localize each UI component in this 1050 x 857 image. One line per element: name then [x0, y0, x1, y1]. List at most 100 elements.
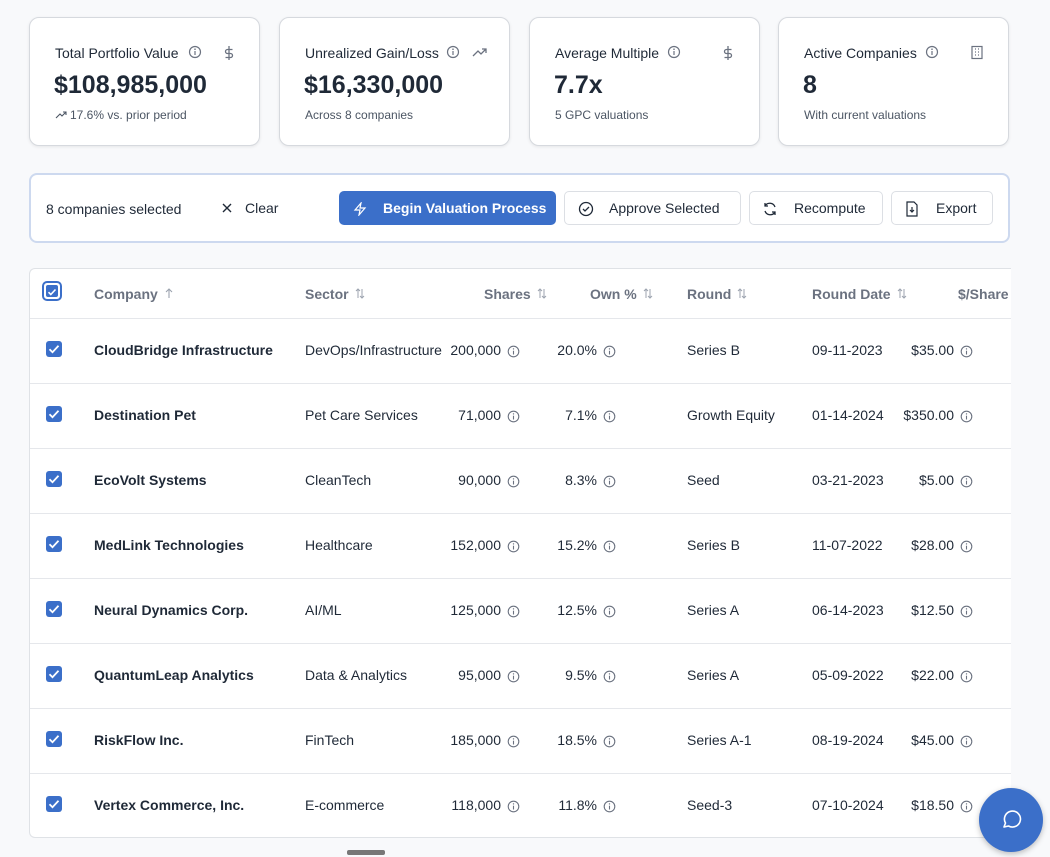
table-cell: $28.00: [911, 537, 954, 553]
table-cell: 118,000: [451, 797, 501, 813]
info-icon: [603, 735, 616, 748]
sort-icon: [537, 288, 547, 299]
table-cell: 12.5%: [557, 602, 597, 618]
info-icon: [507, 800, 520, 813]
trend-icon: [472, 48, 487, 57]
check-icon: [48, 605, 60, 614]
up-icon: [165, 288, 173, 298]
table-cell: $18.50: [911, 797, 954, 813]
column-header: Company: [94, 286, 174, 302]
check-icon: [48, 735, 60, 744]
table-cell: Seed: [687, 472, 720, 488]
table-row: RiskFlow Inc. FinTech 185,000 18.5% Series A…: [30, 708, 1011, 774]
row-checkbox[interactable]: [46, 341, 62, 357]
sort-icon: [737, 288, 747, 299]
chat-icon: [1003, 810, 1022, 828]
select-all-ring: [42, 281, 62, 301]
table-cell: 125,000: [450, 602, 501, 618]
table-cell: DevOps/Infrastructure: [305, 342, 442, 358]
info-icon: [960, 605, 973, 618]
row-checkbox[interactable]: [46, 796, 62, 812]
table-cell: Neural Dynamics Corp.: [94, 602, 249, 618]
table-cell: 7.1%: [565, 407, 597, 423]
table-row: QuantumLeap Analytics Data & Analytics 95,…: [30, 643, 1011, 709]
table-cell: CleanTech: [305, 472, 372, 488]
header-label: Own %: [590, 286, 637, 302]
company-table: Company Sector Shares Own % Round Round Date $…: [29, 268, 1011, 838]
row-checkbox[interactable]: [46, 536, 62, 552]
table-row: Destination Pet Pet Care Services 71,000 7.…: [30, 383, 1011, 449]
card-note: 5 GPC valuations: [555, 108, 649, 122]
table-cell: AI/ML: [305, 602, 342, 618]
button-label: Recompute: [794, 200, 866, 216]
refresh-icon: [764, 202, 776, 216]
table-cell: $350.00: [903, 407, 954, 423]
chat-button[interactable]: [979, 788, 1043, 852]
card: Total Portfolio Value $108,985,000 17.6%…: [29, 17, 260, 146]
table-row: Neural Dynamics Corp. AI/ML 125,000 12.5% Se…: [30, 578, 1011, 644]
table-cell: 95,000: [458, 667, 501, 683]
check-icon: [48, 475, 60, 484]
table-cell: E-commerce: [305, 797, 385, 813]
info-icon: [960, 735, 973, 748]
check-icon: [48, 345, 60, 354]
table-cell: RiskFlow Inc.: [94, 732, 184, 748]
info-icon: [925, 45, 939, 59]
info-icon: [507, 735, 520, 748]
export-button[interactable]: Export: [891, 191, 993, 225]
info-icon: [603, 540, 616, 553]
info-icon: [960, 410, 973, 423]
table-cell: 01-14-2024: [812, 407, 884, 423]
column-header: Round Date: [812, 286, 907, 302]
table-cell: $45.00: [911, 732, 954, 748]
table-cell: Seed-3: [687, 797, 733, 813]
header-label: Sector: [305, 286, 349, 302]
table-cell: Series A: [687, 667, 740, 683]
header-label: Round Date: [812, 286, 891, 302]
table-cell: Pet Care Services: [305, 407, 418, 423]
table-cell: 11.8%: [558, 797, 597, 813]
row-checkbox[interactable]: [46, 666, 62, 682]
approve-button[interactable]: Approve Selected: [564, 191, 741, 225]
clear-button[interactable]: Clear: [221, 200, 278, 216]
table-cell: 20.0%: [557, 342, 597, 358]
x-icon: [222, 203, 232, 213]
check-circle-icon: [578, 201, 594, 217]
row-checkbox[interactable]: [46, 731, 62, 747]
info-icon: [507, 475, 520, 488]
table-cell: 90,000: [458, 472, 501, 488]
table-cell: Data & Analytics: [305, 667, 407, 683]
sort-icon: [643, 288, 653, 299]
info-icon: [603, 475, 616, 488]
building-icon: [971, 45, 983, 60]
row-checkbox[interactable]: [46, 406, 62, 422]
header-label: Company: [94, 286, 158, 302]
table-cell: 06-14-2023: [812, 602, 884, 618]
info-icon: [507, 605, 520, 618]
table-cell: $35.00: [911, 342, 954, 358]
header-label: Shares: [484, 286, 531, 302]
header-label: Round: [687, 286, 732, 302]
table-cell: MedLink Technologies: [94, 537, 244, 553]
card-title: Total Portfolio Value: [55, 45, 179, 61]
table-cell: $22.00: [911, 667, 954, 683]
table-cell: 05-09-2022: [812, 667, 884, 683]
card-value: $108,985,000: [54, 71, 207, 99]
selection-toolbar: 8 companies selected Clear Begin Valuati…: [29, 173, 1010, 243]
card: Active Companies 8 With current valuatio…: [778, 17, 1009, 146]
card-value: $16,330,000: [304, 71, 444, 99]
row-checkbox[interactable]: [46, 601, 62, 617]
begin-valuation-button[interactable]: Begin Valuation Process: [339, 191, 556, 225]
info-icon: [446, 45, 460, 59]
check-icon: [48, 410, 60, 419]
card-title: Unrealized Gain/Loss: [305, 45, 439, 61]
button-label: Begin Valuation Process: [383, 200, 547, 216]
info-icon: [603, 345, 616, 358]
row-checkbox[interactable]: [46, 471, 62, 487]
info-icon: [507, 540, 520, 553]
table-cell: Growth Equity: [687, 407, 775, 423]
select-all-checkbox[interactable]: [46, 285, 58, 297]
table-cell: 71,000: [458, 407, 501, 423]
recompute-button[interactable]: Recompute: [749, 191, 883, 225]
